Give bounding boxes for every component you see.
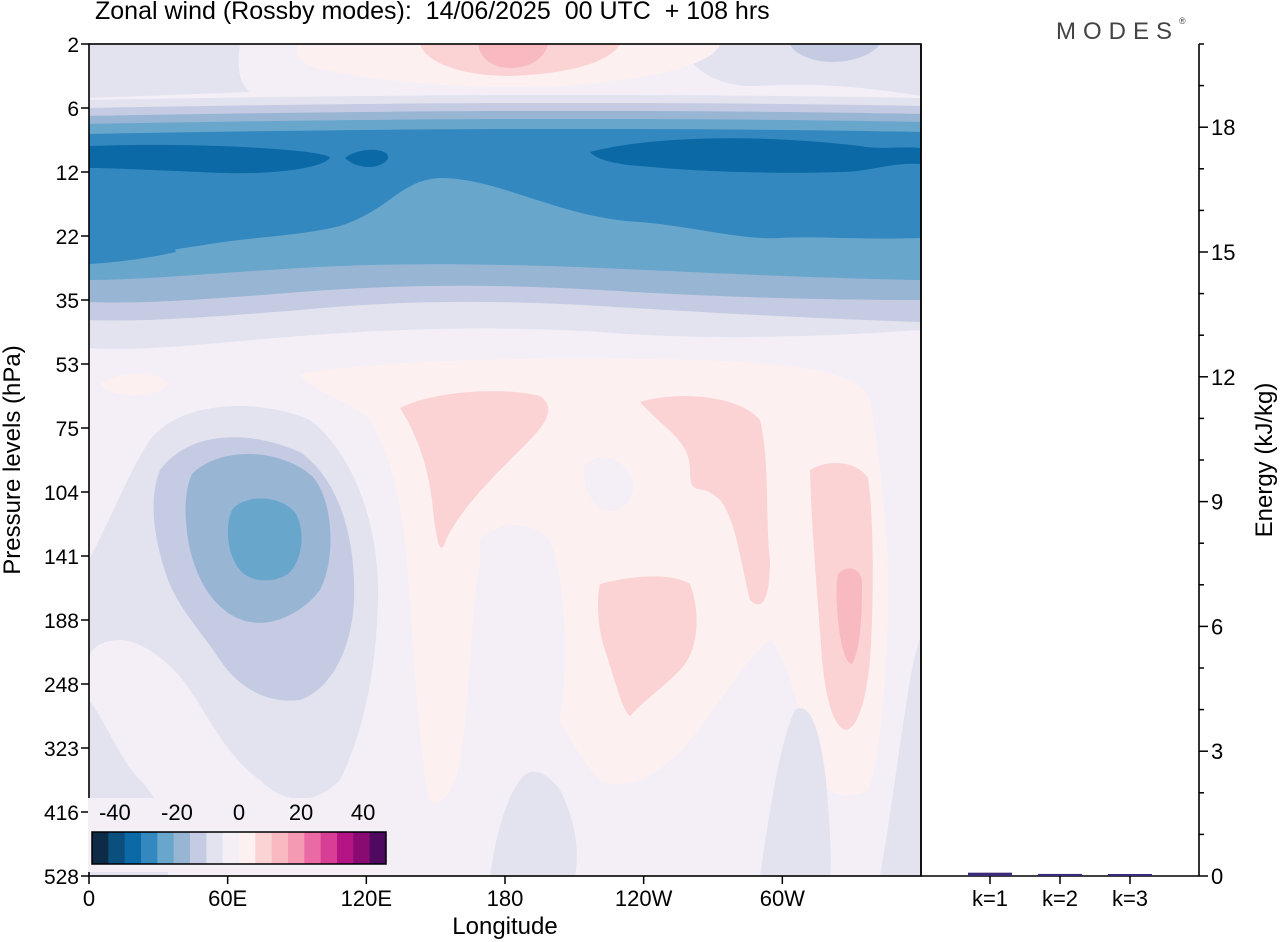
colorbar-swatch [124,832,142,864]
colorbar-swatch [353,832,371,864]
colorbar-swatch [173,832,191,864]
y-axis-label: Pressure levels (hPa) [0,345,26,574]
colorbar-swatch [222,832,240,864]
energy-tick-label: 3 [1211,739,1223,764]
x-axis-label: Longitude [452,913,557,940]
colorbar-swatch [190,832,207,864]
pressure-tick-label: 35 [56,290,79,313]
energy-tick-label: 0 [1211,864,1223,889]
energy-bar-k2 [1038,873,1082,876]
energy-tick-label: 6 [1211,614,1223,639]
pink-left-blob [100,373,168,396]
pressure-tick-label: 416 [44,802,79,825]
energy-axis: 0 3 6 9 12 15 18 [1199,43,1235,889]
pressure-tick-label: 53 [56,354,79,377]
colorbar-swatch [141,832,158,864]
colorbar-swatch [337,832,354,864]
pressure-tick-label: 528 [44,866,79,889]
colorbar-tick-label: -40 [99,800,131,825]
longitude-tick-label: 0 [83,886,95,911]
blue-lower-center [490,771,577,876]
colorbar-swatch [239,832,256,864]
colorbar-swatch [320,832,338,864]
energy-tick-label: 12 [1211,365,1235,390]
chart-title: Zonal wind (Rossby modes): 14/06/2025 00… [95,0,770,25]
blue-cyclone-core [227,498,302,581]
pressure-tick-label: 248 [44,674,79,697]
energy-bar-k3 [1108,874,1152,876]
pressure-tick-label: 323 [44,738,79,761]
colorbar-swatch [255,832,273,864]
neutral-island [584,457,634,511]
contour-top-pink-core [478,44,548,68]
pink-mid-right [640,396,770,605]
pink-right-core [836,568,862,664]
pressure-tick-label: 188 [44,610,79,633]
contour-top-blue-left [89,44,250,98]
blue-lower-far-right [880,630,921,876]
longitude-tick-label: 60W [760,886,805,911]
pressure-tick-label: 2 [67,34,79,57]
brand-text: MODES [1056,18,1180,45]
colorbar-frame [91,831,387,865]
colorbar-swatch [206,832,224,864]
colorbar-tick-label: 20 [289,800,313,825]
colorbar-swatch [108,832,126,864]
longitude-tick-label: 60E [208,886,247,911]
modes-logo: MODES® [1056,16,1186,46]
colorbar-tick-label: -20 [161,800,193,825]
energy-bar-k1 [968,872,1012,876]
pink-mid-left [400,391,549,548]
longitude-tick-label: 120W [615,886,673,911]
energy-axis-label: Energy (kJ/kg) [1251,383,1278,538]
band-level-6-right [590,138,921,173]
wavenumber-label: k=2 [1042,886,1078,911]
longitude-axis: 0 60E 120E 180 120W 60W [83,876,805,911]
energy-tick-label: 9 [1211,490,1223,515]
colorbar-swatch [157,832,175,864]
blue-cyclone-hole [117,668,197,763]
pressure-tick-label: 12 [56,162,79,185]
colorbar-swatch [288,832,305,864]
pink-center-lower [597,576,697,716]
contour-top-blue-right2 [790,44,880,63]
registered-mark: ® [1179,16,1186,26]
wavenumber-label: k=1 [972,886,1008,911]
colorbar-tick-label: 40 [351,800,375,825]
pressure-tick-label: 104 [44,482,79,505]
pressure-tick-label: 75 [56,418,79,441]
energy-tick-label: 15 [1211,240,1235,265]
pressure-tick-label: 6 [67,98,79,121]
energy-tick-label: 18 [1211,115,1235,140]
band-level-6 [89,144,330,174]
colorbar-tick-label: 0 [233,800,245,825]
energy-bars: k=1 k=2 k=3 [968,872,1152,911]
zonal-wind-contour-field [89,44,921,876]
band-extra-blue-left [89,237,176,264]
colorbar-swatch [304,832,322,864]
colorbar-swatch [369,832,387,864]
blue-lower-right [760,708,831,876]
longitude-tick-label: 180 [487,886,524,911]
colorbar-swatch [92,832,109,864]
colorbar-swatch [271,832,289,864]
longitude-tick-label: 120E [341,886,392,911]
wavenumber-label: k=3 [1112,886,1148,911]
pressure-tick-label: 22 [56,226,79,249]
pressure-tick-label: 141 [44,546,79,569]
colorbar: -40 -20 0 20 40 [88,798,392,872]
pressure-axis: 2 6 12 22 35 53 75 104 141 188 248 323 416 528 [44,34,89,889]
neutral-central-column [480,525,566,764]
band-core-island [345,149,389,168]
